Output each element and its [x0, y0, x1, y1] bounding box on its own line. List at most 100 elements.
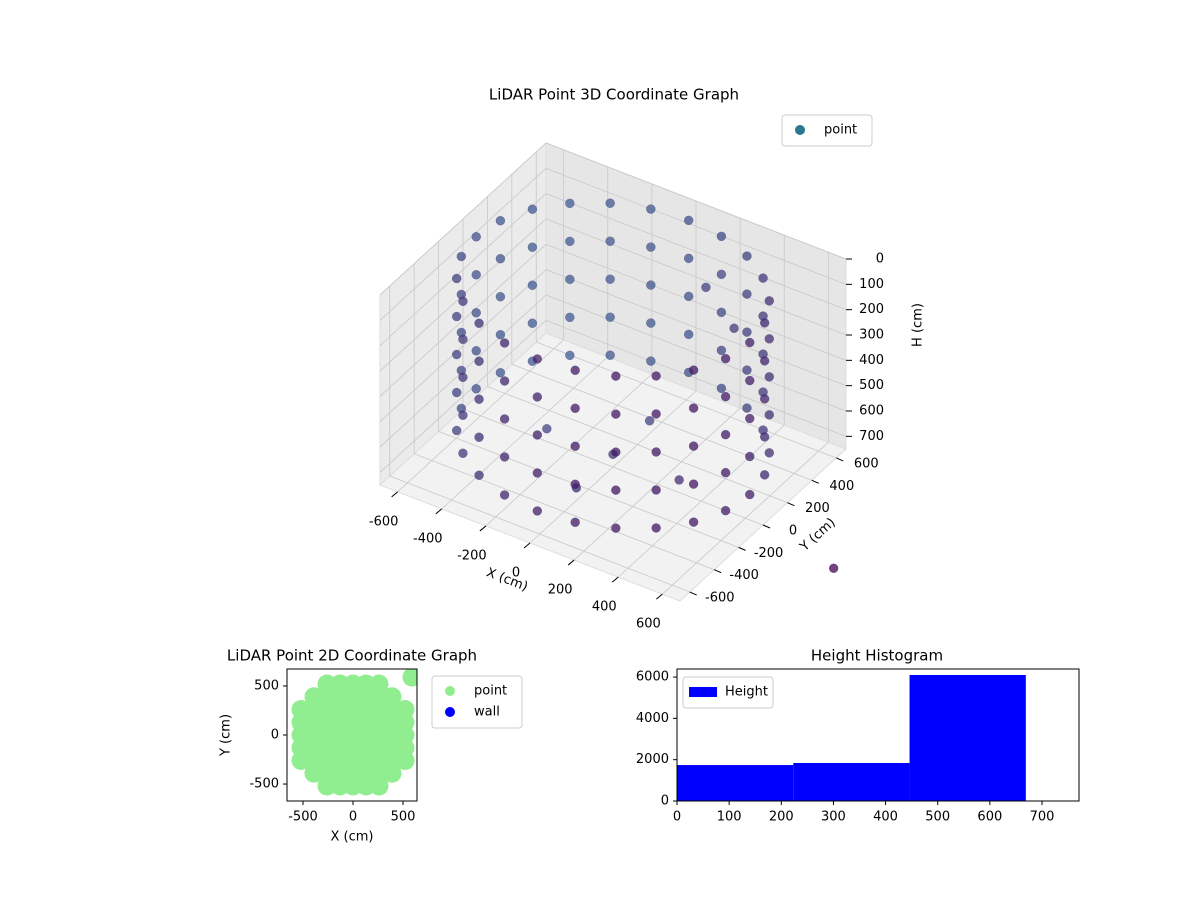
- point: [646, 280, 656, 290]
- point: [720, 467, 731, 478]
- point: [527, 280, 538, 290]
- point: [456, 251, 467, 262]
- grid-line: [545, 294, 847, 412]
- x-tick-label: 0: [349, 810, 357, 825]
- grid-line: [379, 244, 547, 397]
- y-tick-label: 0: [661, 794, 669, 809]
- legend-marker: [795, 125, 805, 135]
- grid-line: [379, 168, 547, 321]
- z-tick-label: 700: [859, 429, 884, 444]
- point: [471, 384, 481, 394]
- legend-label: Height: [725, 685, 768, 700]
- point: [458, 334, 468, 345]
- point: [828, 563, 839, 574]
- point: [644, 416, 655, 426]
- point: [764, 372, 775, 382]
- point: [745, 451, 755, 462]
- y-tick-label: 0: [789, 524, 797, 539]
- point: [688, 365, 699, 375]
- grid-line: [389, 475, 690, 593]
- x-tick-label: -200: [457, 548, 487, 563]
- point: [720, 505, 731, 516]
- point: [611, 523, 621, 533]
- y-tick: [787, 502, 795, 507]
- x-tick-label: -500: [288, 810, 318, 825]
- y-tick-label: -500: [249, 777, 279, 792]
- y-tick-label: 6000: [636, 670, 669, 685]
- point: [720, 353, 731, 364]
- point: [570, 479, 580, 490]
- bar: [909, 674, 1026, 801]
- x-tick-label: 100: [717, 810, 742, 825]
- point: [646, 204, 656, 214]
- grid-line: [379, 269, 547, 422]
- point: [474, 432, 484, 442]
- z-tick-label: 0: [876, 252, 884, 267]
- point: [745, 413, 755, 424]
- point: [291, 750, 311, 770]
- point: [605, 312, 615, 322]
- point: [532, 392, 543, 402]
- grid-line: [545, 269, 847, 387]
- grid-line: [511, 363, 812, 481]
- y-tick-label: 0: [271, 728, 279, 743]
- y-tick-label: 400: [829, 479, 854, 494]
- point: [474, 394, 484, 404]
- y-tick-label: -200: [754, 546, 784, 561]
- point: [651, 485, 661, 495]
- point: [495, 291, 506, 302]
- point: [674, 475, 684, 485]
- point: [759, 432, 770, 442]
- point: [474, 470, 484, 480]
- point: [495, 253, 506, 264]
- point: [565, 236, 575, 247]
- x-tick: [611, 576, 619, 583]
- point: [605, 274, 615, 284]
- point: [716, 383, 727, 394]
- point: [451, 425, 462, 436]
- z-tick-label: 400: [859, 353, 884, 368]
- point: [651, 371, 661, 381]
- y-tick: [836, 457, 844, 462]
- point: [764, 334, 775, 344]
- point: [451, 387, 462, 398]
- point: [570, 403, 580, 414]
- point: [683, 291, 694, 302]
- point: [565, 198, 575, 209]
- point: [570, 441, 580, 452]
- point: [646, 356, 656, 366]
- point: [716, 307, 727, 318]
- point: [495, 329, 506, 340]
- point: [495, 215, 506, 226]
- point: [458, 448, 468, 459]
- point: [764, 448, 775, 458]
- point: [764, 410, 775, 420]
- point: [611, 485, 621, 495]
- x-tick-label: 600: [977, 810, 1002, 825]
- grid-line: [379, 320, 547, 473]
- x-tick: [523, 542, 531, 549]
- point: [683, 253, 694, 264]
- grid-line: [536, 341, 837, 459]
- chart-title: LiDAR Point 2D Coordinate Graph: [227, 647, 477, 665]
- point: [742, 289, 752, 299]
- x-tick-label: 400: [592, 600, 617, 615]
- z-tick-label: 300: [859, 328, 884, 343]
- y-tick-label: 200: [805, 501, 830, 516]
- grid-line: [438, 430, 739, 548]
- plot-area: [291, 669, 417, 796]
- point: [688, 479, 699, 489]
- point: [471, 308, 481, 318]
- point: [745, 337, 755, 348]
- legend-marker: [689, 687, 717, 697]
- x-tick: [479, 525, 487, 532]
- point: [382, 763, 402, 783]
- point: [742, 365, 752, 375]
- point: [451, 349, 462, 360]
- point: [720, 391, 731, 402]
- point: [683, 329, 694, 340]
- point: [458, 410, 468, 421]
- y-tick: [762, 524, 771, 529]
- point: [745, 375, 755, 386]
